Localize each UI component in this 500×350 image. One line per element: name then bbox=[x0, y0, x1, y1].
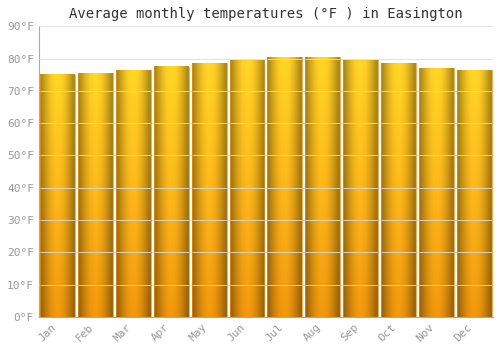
Title: Average monthly temperatures (°F ) in Easington: Average monthly temperatures (°F ) in Ea… bbox=[69, 7, 462, 21]
